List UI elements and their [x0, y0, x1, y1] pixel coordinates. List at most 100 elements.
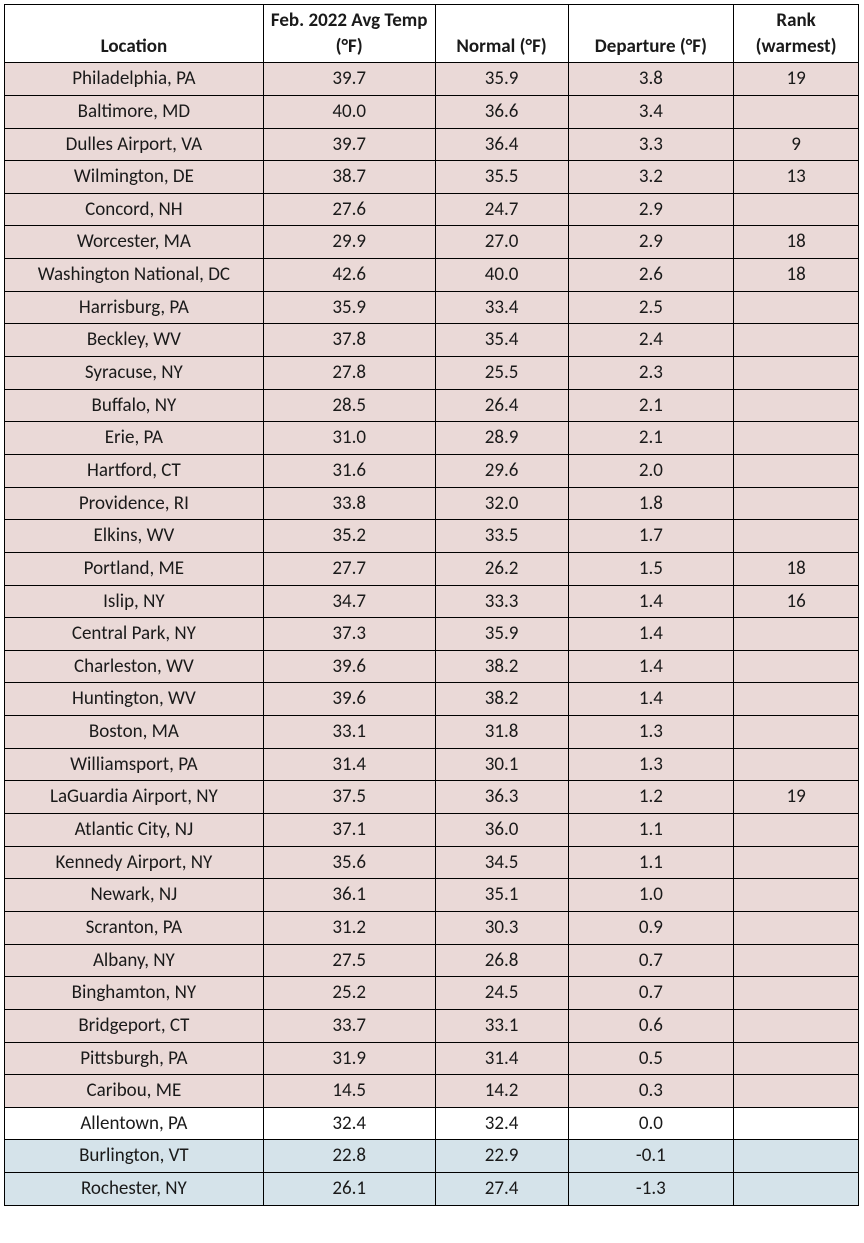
cell-avg-temp: 33.8: [263, 487, 435, 520]
cell-location: Charleston, WV: [5, 650, 264, 683]
header-normal: Normal (°F): [435, 5, 568, 63]
cell-normal: 26.4: [435, 389, 568, 422]
table-row: LaGuardia Airport, NY37.536.31.219: [5, 781, 859, 814]
cell-avg-temp: 33.7: [263, 1009, 435, 1042]
cell-normal: 33.3: [435, 585, 568, 618]
table-row: Burlington, VT22.822.9-0.1: [5, 1140, 859, 1173]
cell-normal: 31.4: [435, 1042, 568, 1075]
header-avg-temp: Feb. 2022 Avg Temp (°F): [263, 5, 435, 63]
cell-departure: 1.4: [568, 683, 734, 716]
cell-rank: [734, 814, 859, 847]
cell-rank: [734, 389, 859, 422]
cell-location: Williamsport, PA: [5, 748, 264, 781]
cell-rank: [734, 520, 859, 553]
cell-normal: 26.8: [435, 944, 568, 977]
table-row: Erie, PA31.028.92.1: [5, 422, 859, 455]
cell-location: Hartford, CT: [5, 454, 264, 487]
cell-location: Wilmington, DE: [5, 161, 264, 194]
cell-avg-temp: 29.9: [263, 226, 435, 259]
cell-avg-temp: 40.0: [263, 95, 435, 128]
cell-rank: [734, 618, 859, 651]
cell-normal: 28.9: [435, 422, 568, 455]
cell-normal: 22.9: [435, 1140, 568, 1173]
cell-normal: 38.2: [435, 683, 568, 716]
cell-normal: 32.0: [435, 487, 568, 520]
cell-departure: -0.1: [568, 1140, 734, 1173]
cell-departure: 1.7: [568, 520, 734, 553]
table-body: Philadelphia, PA39.735.93.819Baltimore, …: [5, 63, 859, 1205]
cell-location: Rochester, NY: [5, 1173, 264, 1206]
cell-location: Huntington, WV: [5, 683, 264, 716]
cell-departure: 1.2: [568, 781, 734, 814]
header-rank: Rank (warmest): [734, 5, 859, 63]
cell-location: Kennedy Airport, NY: [5, 846, 264, 879]
cell-normal: 24.7: [435, 193, 568, 226]
cell-normal: 36.6: [435, 95, 568, 128]
cell-departure: 2.1: [568, 422, 734, 455]
cell-departure: 3.8: [568, 63, 734, 96]
cell-location: Elkins, WV: [5, 520, 264, 553]
cell-rank: [734, 422, 859, 455]
cell-departure: 1.3: [568, 716, 734, 749]
cell-rank: 16: [734, 585, 859, 618]
cell-avg-temp: 39.7: [263, 128, 435, 161]
cell-avg-temp: 27.6: [263, 193, 435, 226]
cell-normal: 29.6: [435, 454, 568, 487]
cell-location: Dulles Airport, VA: [5, 128, 264, 161]
cell-location: Caribou, ME: [5, 1075, 264, 1108]
cell-rank: [734, 846, 859, 879]
cell-normal: 30.3: [435, 911, 568, 944]
cell-departure: 2.9: [568, 193, 734, 226]
cell-departure: 0.7: [568, 944, 734, 977]
cell-location: Philadelphia, PA: [5, 63, 264, 96]
table-row: Concord, NH27.624.72.9: [5, 193, 859, 226]
cell-rank: [734, 748, 859, 781]
cell-location: Baltimore, MD: [5, 95, 264, 128]
table-row: Portland, ME27.726.21.518: [5, 552, 859, 585]
cell-location: Erie, PA: [5, 422, 264, 455]
cell-normal: 36.3: [435, 781, 568, 814]
cell-rank: [734, 977, 859, 1010]
cell-avg-temp: 42.6: [263, 259, 435, 292]
table-row: Providence, RI33.832.01.8: [5, 487, 859, 520]
cell-normal: 31.8: [435, 716, 568, 749]
cell-departure: -1.3: [568, 1173, 734, 1206]
cell-location: Scranton, PA: [5, 911, 264, 944]
cell-normal: 27.0: [435, 226, 568, 259]
cell-normal: 35.4: [435, 324, 568, 357]
cell-avg-temp: 35.9: [263, 291, 435, 324]
cell-departure: 1.0: [568, 879, 734, 912]
cell-rank: 13: [734, 161, 859, 194]
table-row: Baltimore, MD40.036.63.4: [5, 95, 859, 128]
cell-departure: 0.7: [568, 977, 734, 1010]
cell-location: Newark, NJ: [5, 879, 264, 912]
cell-avg-temp: 38.7: [263, 161, 435, 194]
cell-location: Concord, NH: [5, 193, 264, 226]
cell-location: LaGuardia Airport, NY: [5, 781, 264, 814]
cell-departure: 3.3: [568, 128, 734, 161]
cell-location: Boston, MA: [5, 716, 264, 749]
cell-rank: 18: [734, 226, 859, 259]
cell-departure: 0.6: [568, 1009, 734, 1042]
table-row: Caribou, ME14.514.20.3: [5, 1075, 859, 1108]
cell-departure: 2.1: [568, 389, 734, 422]
table-row: Washington National, DC42.640.02.618: [5, 259, 859, 292]
cell-departure: 2.9: [568, 226, 734, 259]
cell-avg-temp: 27.5: [263, 944, 435, 977]
cell-departure: 3.4: [568, 95, 734, 128]
cell-rank: [734, 1009, 859, 1042]
cell-normal: 32.4: [435, 1107, 568, 1140]
cell-departure: 2.6: [568, 259, 734, 292]
cell-normal: 35.9: [435, 618, 568, 651]
header-location: Location: [5, 5, 264, 63]
cell-departure: 1.4: [568, 618, 734, 651]
cell-rank: [734, 650, 859, 683]
cell-avg-temp: 39.6: [263, 683, 435, 716]
table-row: Huntington, WV39.638.21.4: [5, 683, 859, 716]
cell-normal: 38.2: [435, 650, 568, 683]
cell-avg-temp: 25.2: [263, 977, 435, 1010]
cell-avg-temp: 35.6: [263, 846, 435, 879]
table-row: Kennedy Airport, NY35.634.51.1: [5, 846, 859, 879]
cell-avg-temp: 39.6: [263, 650, 435, 683]
cell-rank: [734, 193, 859, 226]
